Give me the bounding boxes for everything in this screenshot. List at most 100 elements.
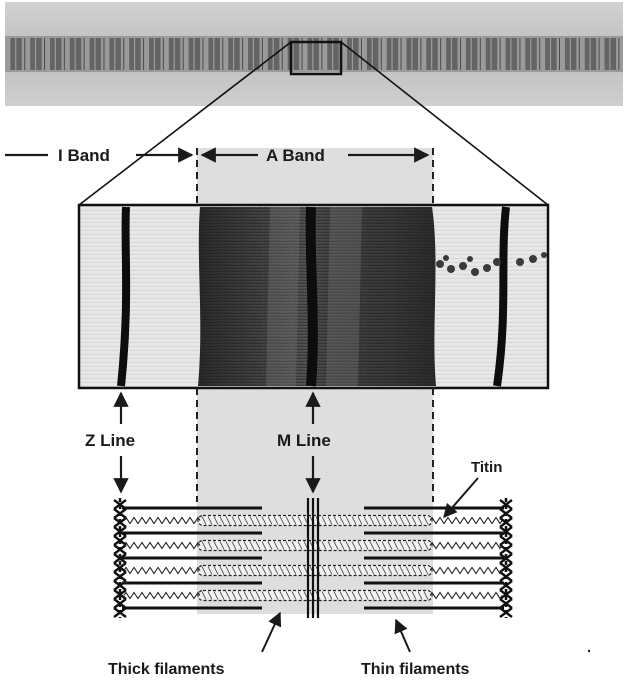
h-zone-striation	[292, 38, 294, 70]
z-line-striation	[143, 38, 145, 70]
zoom-selection-box	[289, 40, 343, 76]
a-band-boundaries-lower	[196, 388, 434, 502]
myosin-heads	[201, 591, 429, 600]
z-line-striation	[499, 38, 501, 70]
myosin-heads	[201, 516, 429, 525]
z-line-striation	[479, 38, 481, 70]
h-zone-striation	[332, 38, 334, 70]
h-zone-striation	[312, 38, 314, 70]
z-line-striation	[83, 38, 85, 70]
h-zone-striation	[34, 38, 37, 70]
z-line-striation	[63, 38, 65, 70]
h-zone-striation	[530, 38, 532, 70]
h-zone-striation	[510, 38, 512, 70]
myosin-heads	[201, 541, 429, 550]
h-zone-striation	[609, 38, 611, 70]
thin-filaments-indicator: Thin filaments	[361, 618, 470, 678]
m-line-label: M Line	[277, 431, 331, 450]
titin-spring	[123, 541, 201, 550]
thin-filaments-label: Thin filaments	[361, 661, 470, 678]
titin-spring	[429, 566, 503, 575]
h-zone-striation	[74, 38, 76, 70]
thick-filament	[197, 589, 433, 602]
zoom-lines	[78, 41, 549, 206]
h-zone-striation	[351, 38, 354, 70]
z-line-striation	[162, 38, 164, 70]
z-line-striation	[103, 38, 105, 70]
titin-indicator: Titin	[443, 459, 502, 519]
h-zone-striation	[233, 38, 235, 70]
h-zone-striation	[391, 38, 393, 70]
thick-filaments-indicator: Thick filaments	[108, 611, 282, 678]
m-line-bars	[306, 498, 320, 618]
z-line-striation	[24, 38, 26, 70]
z-line-striation	[321, 38, 323, 70]
z-line-striation	[440, 38, 442, 70]
titin-label: Titin	[471, 459, 502, 476]
z-line-striation	[618, 38, 620, 70]
h-zone-striation	[272, 38, 274, 70]
z-line-striation	[301, 38, 303, 70]
myosin-heads	[201, 566, 429, 575]
h-zone-striation	[569, 38, 571, 70]
i-band-indicator: I Band	[5, 146, 194, 165]
z-disc-left	[113, 498, 127, 618]
z-line-indicator: Z Line	[85, 391, 135, 494]
z-disc-crosses	[113, 499, 127, 618]
h-zone-striation	[213, 38, 215, 70]
z-line-striation	[261, 38, 263, 70]
a-band-label: A Band	[266, 146, 325, 165]
titin-spring	[429, 516, 503, 525]
z-line-striation	[559, 38, 561, 70]
titin-spring	[123, 566, 201, 575]
z-line-striation	[281, 38, 283, 70]
z-line-striation	[459, 38, 461, 70]
z-line-striation	[519, 38, 521, 70]
thick-filament	[197, 514, 433, 527]
h-zone-striation	[431, 38, 433, 70]
z-line-striation	[420, 38, 422, 70]
h-zone-striation	[450, 38, 453, 70]
h-zone-striation	[371, 38, 373, 70]
stray-dot	[587, 649, 591, 653]
myofibril-micrograph	[5, 2, 623, 106]
z-line-striation	[123, 38, 125, 70]
thick-filament	[197, 539, 433, 552]
h-zone-striation	[173, 38, 175, 70]
titin-spring	[123, 516, 201, 525]
thick-filament	[197, 564, 433, 577]
h-zone-striation	[589, 38, 591, 70]
z-line-striation	[222, 38, 224, 70]
sarcomere-micrograph	[77, 203, 550, 390]
titin-spring	[429, 541, 503, 550]
thick-filaments-label: Thick filaments	[108, 661, 225, 678]
h-zone-striation	[470, 38, 472, 70]
z-line-striation	[202, 38, 204, 70]
z-line-striation	[360, 38, 362, 70]
h-zone-striation	[114, 38, 116, 70]
z-line-label: Z Line	[85, 431, 135, 450]
titin-spring	[123, 591, 201, 600]
h-zone-striation	[411, 38, 413, 70]
h-zone-striation	[153, 38, 155, 70]
thin-filaments	[122, 506, 504, 610]
z-line-striation	[182, 38, 184, 70]
a-band-indicator: A Band	[200, 146, 430, 165]
h-zone-striation	[54, 38, 56, 70]
h-zone-striation	[94, 38, 96, 70]
titin-spring	[429, 591, 503, 600]
z-line-striation	[380, 38, 382, 70]
z-line-striation	[44, 38, 46, 70]
h-zone-striation	[193, 38, 195, 70]
titin-springs	[123, 516, 503, 600]
z-line-striation	[539, 38, 541, 70]
h-zone-striation	[252, 38, 254, 70]
h-zone-striation	[490, 38, 492, 70]
thick-filaments	[197, 514, 433, 602]
z-line-striation	[598, 38, 600, 70]
h-zone-striation	[15, 38, 17, 70]
m-line-indicator: M Line	[277, 391, 331, 494]
z-disc-crosses	[499, 499, 513, 618]
z-line-striation	[242, 38, 244, 70]
